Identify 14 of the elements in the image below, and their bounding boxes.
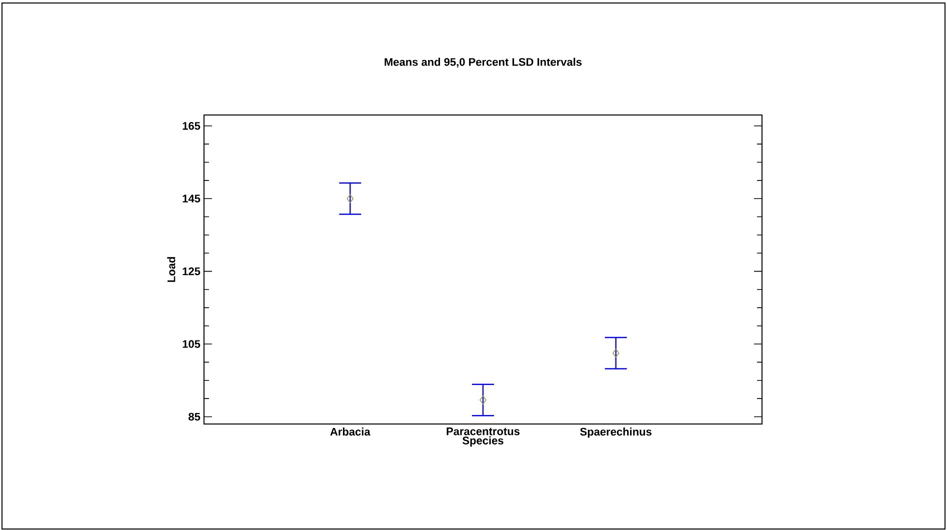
y-axis-title: Load bbox=[167, 257, 176, 282]
x-tick-label: Paracentrotus bbox=[446, 428, 520, 436]
y-tick-label: 145 bbox=[182, 194, 200, 202]
y-tick-label: 125 bbox=[182, 267, 200, 276]
y-tick-label: 85 bbox=[188, 412, 200, 421]
x-axis-title: Species bbox=[462, 436, 504, 447]
point bbox=[480, 396, 486, 404]
chart-title: Means and 95,0 Percent LSD Intervals bbox=[384, 58, 582, 68]
y-tick-label: 105 bbox=[182, 340, 200, 348]
y-tick-label: 165 bbox=[182, 122, 200, 130]
x-tick-label: Arbacia bbox=[330, 428, 370, 436]
point bbox=[612, 348, 620, 358]
point bbox=[346, 194, 354, 204]
x-tick-label: Spaerechinus bbox=[580, 428, 652, 438]
